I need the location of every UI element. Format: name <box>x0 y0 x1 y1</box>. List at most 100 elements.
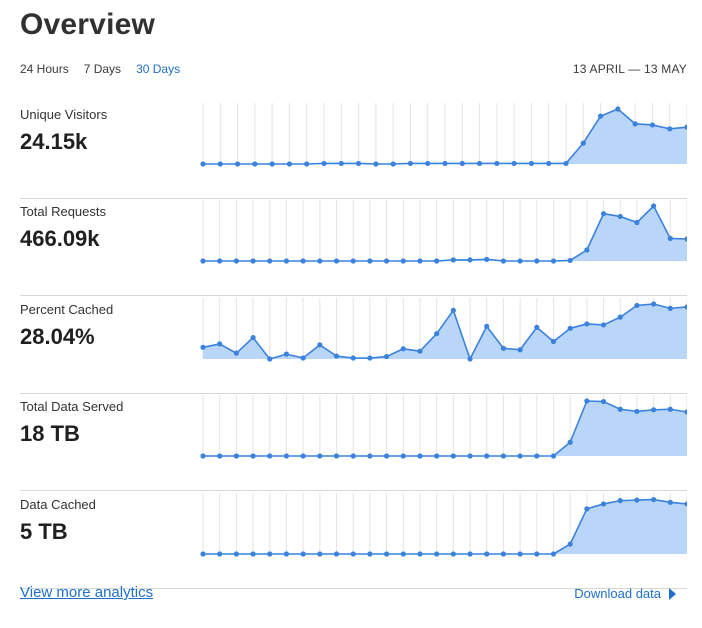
data-point <box>321 160 327 167</box>
data-point <box>217 258 223 264</box>
data-point <box>500 551 507 557</box>
data-point <box>467 356 473 362</box>
data-point <box>484 453 490 459</box>
data-point <box>567 257 573 264</box>
data-point <box>467 453 473 459</box>
data-point <box>434 453 440 459</box>
data-point <box>534 453 540 459</box>
data-point <box>651 301 657 307</box>
data-point <box>304 161 310 167</box>
data-point <box>434 551 440 557</box>
data-point <box>317 453 323 459</box>
data-point <box>567 541 573 547</box>
time-range-tabs: 24 Hours 7 Days 30 Days <box>20 62 180 76</box>
data-point <box>267 258 273 264</box>
data-point <box>534 324 540 330</box>
data-point <box>584 247 590 253</box>
data-point <box>434 331 440 337</box>
tab-7-days[interactable]: 7 Days <box>83 62 122 76</box>
data-point <box>634 497 640 503</box>
data-point <box>667 499 673 505</box>
data-point <box>333 453 340 459</box>
metric-value: 28.04% <box>20 324 95 349</box>
data-point <box>300 551 306 557</box>
data-point <box>484 323 490 329</box>
sparkline-chart <box>200 103 687 167</box>
data-point <box>550 453 557 459</box>
metric-value: 24.15k <box>20 129 88 154</box>
data-point <box>476 160 483 167</box>
data-point <box>400 453 406 459</box>
data-point <box>417 348 423 354</box>
metric-value: 5 TB <box>20 519 68 544</box>
data-point <box>459 160 465 167</box>
data-point <box>517 347 523 353</box>
data-point <box>300 453 306 459</box>
data-point <box>390 161 396 167</box>
data-point <box>567 325 573 331</box>
data-point <box>417 258 423 264</box>
download-data-button[interactable]: Download data <box>574 586 676 601</box>
data-point <box>500 453 507 459</box>
data-point <box>651 203 657 209</box>
data-point <box>484 551 490 557</box>
tab-24-hours[interactable]: 24 Hours <box>20 62 69 76</box>
data-point <box>442 160 448 167</box>
data-point <box>383 453 390 459</box>
data-point <box>233 551 239 557</box>
data-point <box>367 258 373 264</box>
series-line <box>203 205 687 262</box>
data-point <box>434 258 440 264</box>
data-point <box>383 551 390 557</box>
data-point <box>283 453 290 459</box>
data-point <box>684 236 687 242</box>
metric-label: Unique Visitors <box>20 107 108 122</box>
tab-30-days[interactable]: 30 Days <box>136 62 181 76</box>
data-point <box>350 551 356 557</box>
data-point <box>283 258 290 264</box>
data-point <box>450 453 456 459</box>
metric-data-cached: Data Cached 5 TB <box>20 491 687 589</box>
data-point <box>200 161 206 167</box>
data-point <box>517 453 523 459</box>
data-point <box>617 406 623 412</box>
data-point <box>584 506 590 512</box>
data-point <box>283 351 290 357</box>
data-point <box>467 551 473 557</box>
data-point <box>200 453 206 459</box>
data-point <box>217 453 223 459</box>
data-point <box>400 258 406 264</box>
data-point <box>367 551 373 557</box>
data-point <box>400 551 406 557</box>
view-more-analytics-link[interactable]: View more analytics <box>20 584 154 601</box>
data-point <box>234 161 241 167</box>
data-point <box>580 140 586 146</box>
data-point <box>632 121 638 127</box>
data-point <box>400 346 406 352</box>
data-point <box>667 406 673 412</box>
metric-label: Percent Cached <box>20 302 114 317</box>
series-area <box>203 499 687 554</box>
series-area <box>203 401 687 456</box>
data-point <box>684 501 687 507</box>
data-point <box>338 160 344 167</box>
data-point <box>494 160 500 167</box>
data-point <box>517 551 523 557</box>
data-point <box>250 551 256 557</box>
data-point <box>584 321 590 327</box>
data-point <box>450 551 456 557</box>
data-point <box>217 341 223 347</box>
metric-label: Total Requests <box>20 204 106 219</box>
data-point <box>597 113 604 119</box>
data-point <box>333 551 340 557</box>
data-point <box>355 160 362 167</box>
data-point <box>617 314 623 320</box>
metric-total-requests: Total Requests 466.09k <box>20 198 687 296</box>
series-area <box>203 206 687 261</box>
data-point <box>417 551 423 557</box>
metric-unique-visitors: Unique Visitors 24.15k <box>20 101 687 199</box>
data-point <box>425 160 431 167</box>
data-point <box>450 307 456 313</box>
data-point <box>286 161 293 167</box>
metric-value: 466.09k <box>20 226 100 251</box>
